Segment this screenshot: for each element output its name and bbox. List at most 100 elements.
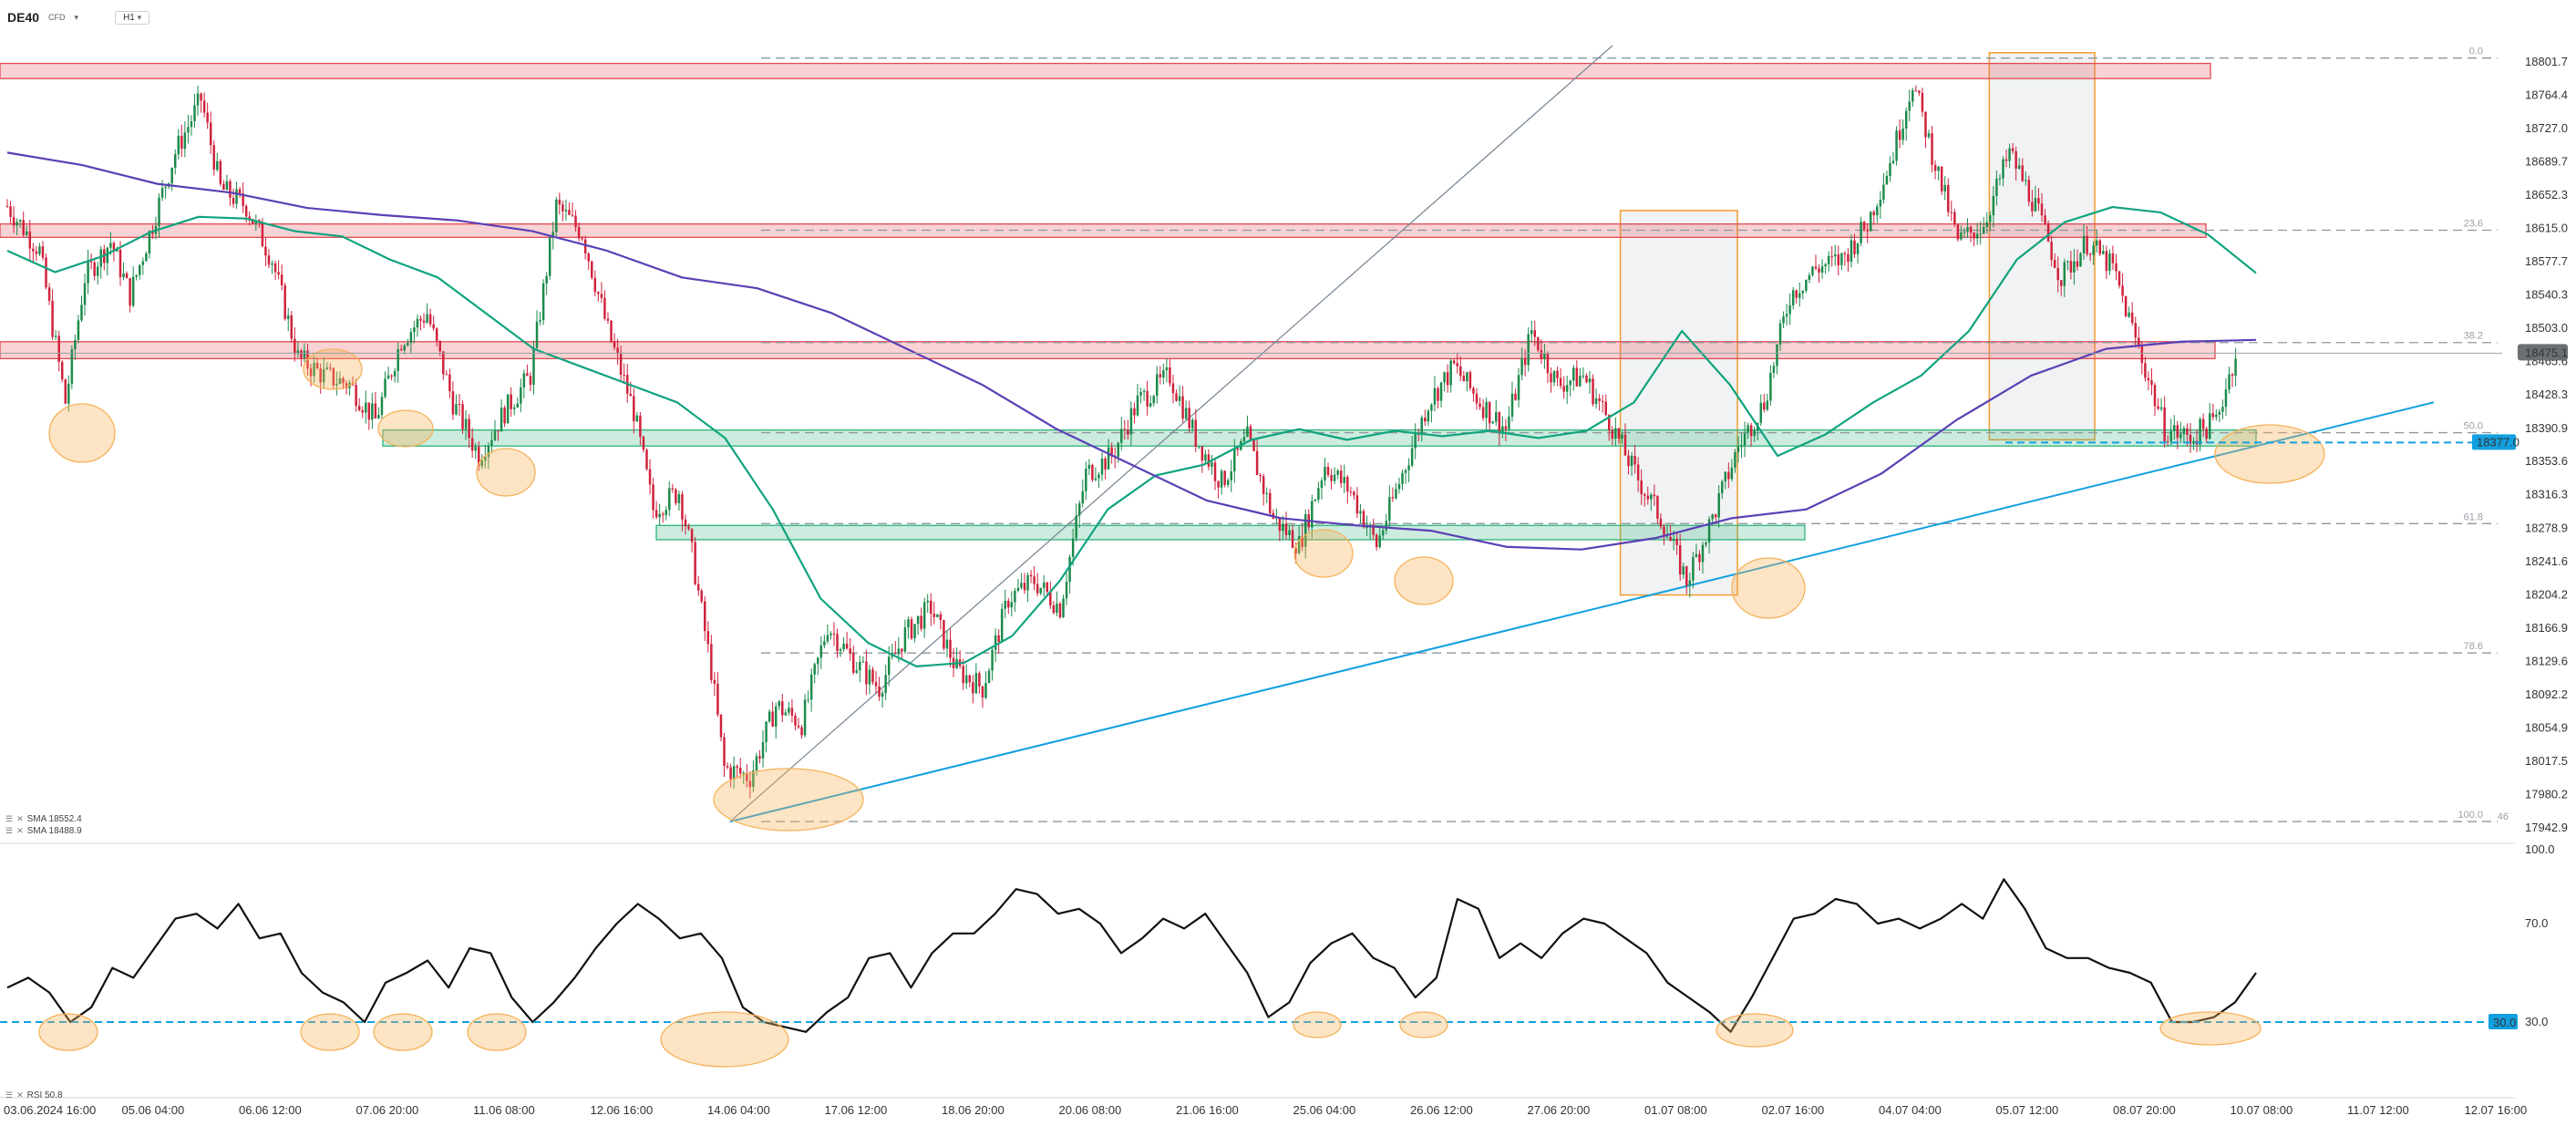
indicator-sma-fast[interactable]: ☰ ✕ SMA 18552.4 [5, 814, 82, 824]
indicator-close-icon[interactable]: ✕ [16, 826, 24, 835]
candle-body [687, 526, 690, 530]
price-tick-label: 18540.3 [2525, 288, 2568, 302]
candle-body [907, 619, 910, 628]
candle-body [652, 484, 654, 511]
candle-body [1562, 386, 1565, 392]
candle-body [1217, 480, 1220, 488]
candle-body [342, 377, 345, 384]
candle-body [80, 305, 83, 321]
candle-body [1449, 360, 1452, 386]
candle-body [432, 324, 435, 329]
candle-body [384, 378, 386, 398]
candle-body [187, 127, 190, 133]
indicator-close-icon[interactable]: ✕ [16, 1090, 24, 1100]
rsi-line [6, 878, 2257, 1033]
candle-body [629, 393, 633, 397]
candle-body [2211, 413, 2215, 418]
candle-body [122, 273, 125, 278]
candle-body [2192, 440, 2195, 444]
indicator-sma-slow[interactable]: ☰ ✕ SMA 18488.9 [5, 826, 82, 836]
candle-body [1433, 387, 1437, 405]
candle-body [1711, 514, 1714, 520]
candle-body [520, 387, 522, 404]
price-tick-label: 18727.0 [2525, 121, 2568, 135]
candle-body [723, 737, 726, 767]
candle-body [1682, 566, 1685, 575]
candle-body [487, 445, 490, 458]
candle-body [419, 318, 422, 321]
candle-body [2076, 261, 2079, 267]
indicator-close-icon[interactable]: ✕ [16, 814, 24, 823]
candle-body [2199, 418, 2201, 445]
fib-level-label: 23.6 [2464, 218, 2483, 229]
candle-body [2153, 385, 2157, 407]
candle-body [1931, 133, 1933, 165]
indicator-settings-icon[interactable]: ☰ [5, 826, 14, 835]
candle-body [1129, 408, 1133, 435]
candle-body [1656, 496, 1659, 519]
candle-body [1437, 387, 1439, 401]
candle-body [1336, 470, 1339, 475]
candle-body [1565, 385, 1569, 392]
price-tick-label: 18092.2 [2525, 687, 2568, 701]
candle-body [1717, 492, 1720, 518]
candle-body [261, 222, 264, 247]
candle-body [2117, 271, 2121, 286]
candle-body [943, 620, 945, 649]
indicator-settings-icon[interactable]: ☰ [5, 814, 14, 823]
candle-body [264, 246, 267, 256]
candle-body [987, 670, 991, 684]
candle-body [1278, 517, 1282, 532]
current-price-label: 18475.1 [2525, 346, 2568, 359]
candle-body [1236, 448, 1240, 450]
candle-body [1223, 470, 1226, 485]
time-tick-label: 11.07 12:00 [2347, 1103, 2409, 1117]
candle-body [654, 510, 658, 518]
timeframe-select[interactable]: H1 ▾ [115, 10, 150, 25]
candle-body [1249, 426, 1252, 440]
candle-body [1382, 530, 1385, 536]
candle-body [897, 648, 901, 655]
candle-body [1414, 433, 1417, 449]
candle-body [45, 257, 47, 288]
candle-body [800, 727, 803, 736]
candle-body [1621, 434, 1623, 439]
candle-body [761, 741, 765, 759]
candle-body [926, 600, 929, 603]
candle-body [719, 714, 723, 738]
indicator-rsi[interactable]: ☰ ✕ RSI 50.8 [5, 1090, 63, 1100]
candle-body [1659, 518, 1663, 527]
candle-body [2053, 260, 2056, 268]
candle-body [1995, 179, 1998, 196]
candle-body [1736, 447, 1740, 452]
candle-body [451, 391, 455, 415]
candle-body [1178, 396, 1181, 401]
candle-body [1766, 400, 1769, 410]
candle-body [1133, 408, 1136, 416]
candle-body [1860, 222, 1862, 243]
symbol-label[interactable]: DE40 [7, 10, 40, 25]
candle-body [296, 350, 300, 355]
candle-body [874, 682, 878, 687]
candle-body [642, 437, 645, 450]
indicator-settings-icon[interactable]: ☰ [5, 1090, 14, 1100]
symbol-dropdown-icon[interactable]: ▾ [74, 12, 79, 22]
candle-body [1830, 255, 1833, 257]
candle-body [1452, 360, 1456, 364]
candle-body [1159, 374, 1162, 377]
candle-body [329, 367, 332, 369]
candle-body [1152, 396, 1155, 404]
candle-body [1220, 470, 1223, 488]
candle-body [526, 373, 529, 377]
rsi-highlight-circle [467, 1013, 527, 1051]
candle-body [1608, 415, 1611, 431]
candle-body [1623, 434, 1627, 456]
candle-body [109, 243, 112, 248]
candle-body [2144, 363, 2147, 378]
candle-body [428, 314, 432, 325]
candle-body [277, 272, 280, 275]
candle-body [2218, 411, 2221, 415]
candle-body [319, 368, 322, 383]
price-tick-label: 17980.2 [2525, 788, 2568, 801]
candle-body [736, 766, 738, 769]
